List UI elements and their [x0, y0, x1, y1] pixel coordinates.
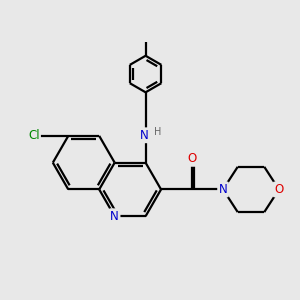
- Text: O: O: [187, 152, 196, 165]
- Text: N: N: [110, 210, 119, 223]
- Text: O: O: [274, 183, 283, 196]
- Text: H: H: [154, 127, 162, 137]
- Text: N: N: [219, 183, 227, 196]
- Text: Cl: Cl: [28, 129, 40, 142]
- Text: N: N: [140, 129, 148, 142]
